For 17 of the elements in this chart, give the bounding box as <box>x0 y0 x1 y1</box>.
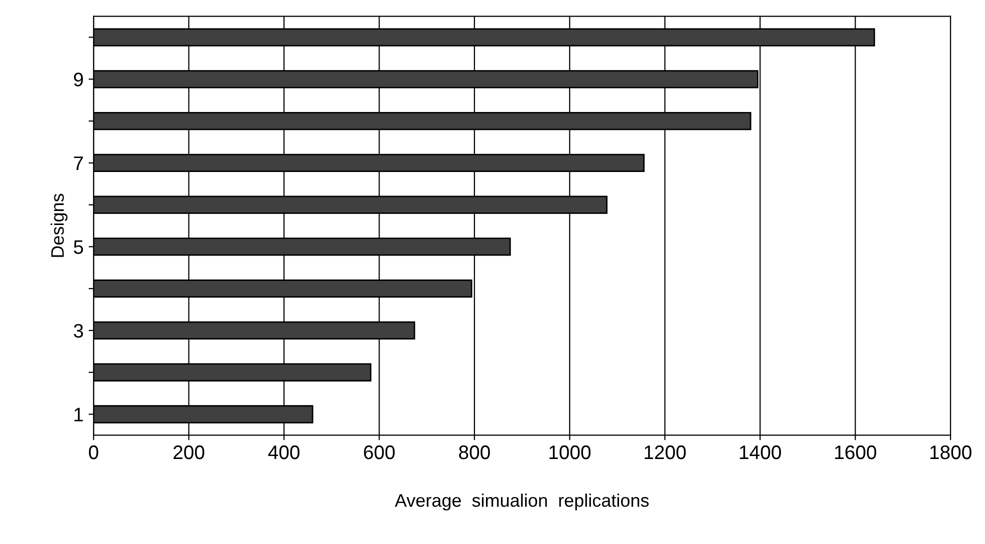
y-tick-label: 9 <box>74 72 83 86</box>
y-tick-label: 1 <box>74 408 83 422</box>
x-tick-label: 800 <box>459 445 490 460</box>
x-tick-label: 1200 <box>644 445 686 460</box>
x-tick-label: 600 <box>364 445 395 460</box>
x-tick-label: 200 <box>174 445 204 460</box>
y-tick-label: 3 <box>74 324 83 338</box>
x-tick-label: 0 <box>88 445 98 460</box>
x-tick-label: 400 <box>268 445 300 460</box>
x-tick-label: 1400 <box>740 445 781 460</box>
x-tick-label: 1800 <box>930 445 972 460</box>
x-axis-title: Average simualion replications <box>394 494 649 510</box>
y-axis-title: Designs <box>50 194 68 257</box>
y-tick-label: 7 <box>74 156 83 170</box>
x-tick-label: 1000 <box>550 445 591 460</box>
x-tick-label: 1600 <box>835 445 876 460</box>
y-tick-label: 5 <box>74 240 84 254</box>
